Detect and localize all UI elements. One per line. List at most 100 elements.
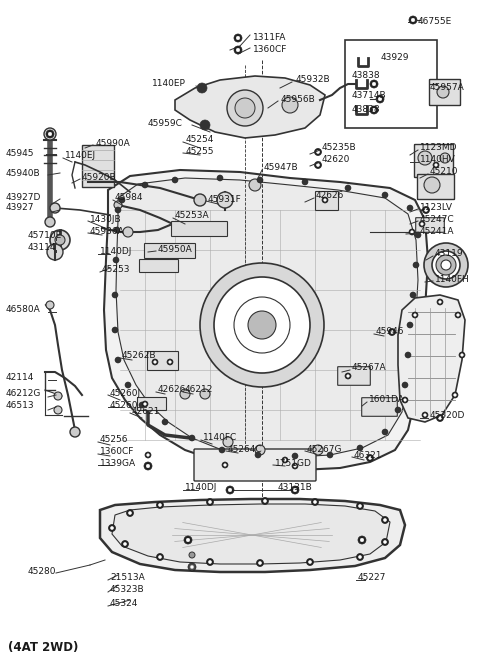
Text: 1360CF: 1360CF — [253, 46, 288, 54]
Text: 45254: 45254 — [186, 136, 215, 144]
Circle shape — [314, 148, 322, 156]
Circle shape — [292, 463, 298, 469]
Circle shape — [309, 561, 312, 563]
Text: 45710E: 45710E — [28, 232, 62, 240]
Circle shape — [167, 359, 173, 365]
Circle shape — [370, 80, 378, 88]
Circle shape — [384, 518, 386, 522]
Circle shape — [226, 486, 234, 494]
Text: 1140DJ: 1140DJ — [100, 248, 132, 256]
Text: 45253A: 45253A — [175, 211, 210, 220]
Text: 42626: 42626 — [316, 191, 344, 201]
Circle shape — [46, 130, 54, 138]
Circle shape — [70, 427, 80, 437]
Text: 45931F: 45931F — [208, 195, 242, 203]
Circle shape — [357, 502, 363, 510]
Circle shape — [112, 292, 118, 298]
Circle shape — [208, 561, 212, 563]
Circle shape — [291, 486, 299, 494]
Circle shape — [316, 164, 320, 167]
Polygon shape — [104, 170, 428, 470]
Circle shape — [360, 538, 364, 542]
Polygon shape — [100, 499, 405, 572]
Text: 46755E: 46755E — [418, 17, 452, 26]
Circle shape — [168, 361, 171, 363]
Circle shape — [223, 437, 233, 447]
Circle shape — [115, 357, 121, 363]
Circle shape — [256, 559, 264, 567]
FancyBboxPatch shape — [171, 222, 228, 236]
Circle shape — [188, 563, 196, 571]
Circle shape — [411, 230, 413, 233]
Text: 45253: 45253 — [102, 265, 131, 275]
Circle shape — [219, 447, 225, 453]
Text: 42626: 42626 — [158, 385, 186, 395]
Text: 1311FA: 1311FA — [253, 34, 287, 42]
Circle shape — [189, 435, 195, 441]
Circle shape — [180, 389, 190, 399]
Text: 45235B: 45235B — [322, 144, 357, 152]
Text: 45264C: 45264C — [228, 444, 263, 453]
Text: 45936A: 45936A — [90, 226, 125, 236]
Circle shape — [436, 414, 444, 422]
Circle shape — [410, 292, 416, 298]
Circle shape — [359, 555, 361, 559]
Text: 42621: 42621 — [132, 406, 160, 416]
Circle shape — [405, 352, 411, 358]
Circle shape — [125, 382, 131, 388]
Circle shape — [214, 277, 310, 373]
Circle shape — [307, 559, 313, 565]
Circle shape — [113, 257, 119, 263]
Bar — [82, 145, 114, 187]
Circle shape — [441, 260, 451, 270]
Circle shape — [224, 463, 227, 466]
Text: 1140HV: 1140HV — [420, 156, 456, 164]
Text: 45932B: 45932B — [296, 75, 331, 85]
Circle shape — [158, 503, 162, 506]
Circle shape — [189, 552, 195, 558]
Circle shape — [55, 235, 65, 245]
Text: 1140FH: 1140FH — [435, 275, 470, 283]
Circle shape — [162, 419, 168, 425]
Circle shape — [248, 311, 276, 339]
Circle shape — [378, 97, 382, 101]
Circle shape — [200, 263, 324, 387]
Circle shape — [409, 16, 417, 24]
Circle shape — [145, 452, 151, 458]
Text: 45267G: 45267G — [307, 444, 343, 453]
Circle shape — [388, 328, 396, 336]
Circle shape — [322, 197, 328, 203]
Circle shape — [372, 82, 376, 86]
Text: 46321: 46321 — [354, 451, 383, 459]
Text: 45959C: 45959C — [148, 118, 183, 128]
Circle shape — [234, 34, 242, 42]
Circle shape — [413, 262, 419, 268]
Circle shape — [156, 553, 164, 561]
Circle shape — [422, 412, 428, 418]
Circle shape — [227, 90, 263, 126]
Text: 21513A: 21513A — [110, 573, 145, 583]
Polygon shape — [116, 178, 418, 457]
Polygon shape — [112, 504, 390, 564]
Text: 45950A: 45950A — [158, 244, 193, 254]
Circle shape — [459, 352, 465, 358]
Text: 46580A: 46580A — [6, 305, 41, 314]
Circle shape — [324, 199, 326, 201]
Text: 1601DA: 1601DA — [369, 395, 405, 404]
Circle shape — [302, 179, 308, 185]
Circle shape — [200, 389, 210, 399]
Text: 45945: 45945 — [6, 150, 35, 158]
Text: 45990A: 45990A — [96, 138, 131, 148]
Circle shape — [437, 299, 443, 305]
Circle shape — [50, 230, 70, 250]
FancyBboxPatch shape — [194, 449, 316, 481]
Text: 45262B: 45262B — [122, 352, 156, 361]
Circle shape — [369, 456, 372, 459]
Circle shape — [144, 402, 146, 405]
Circle shape — [186, 538, 190, 542]
Circle shape — [345, 373, 351, 379]
Circle shape — [412, 312, 418, 318]
Text: 45956B: 45956B — [281, 95, 316, 103]
Text: 1140EP: 1140EP — [152, 79, 186, 89]
Circle shape — [422, 207, 430, 214]
